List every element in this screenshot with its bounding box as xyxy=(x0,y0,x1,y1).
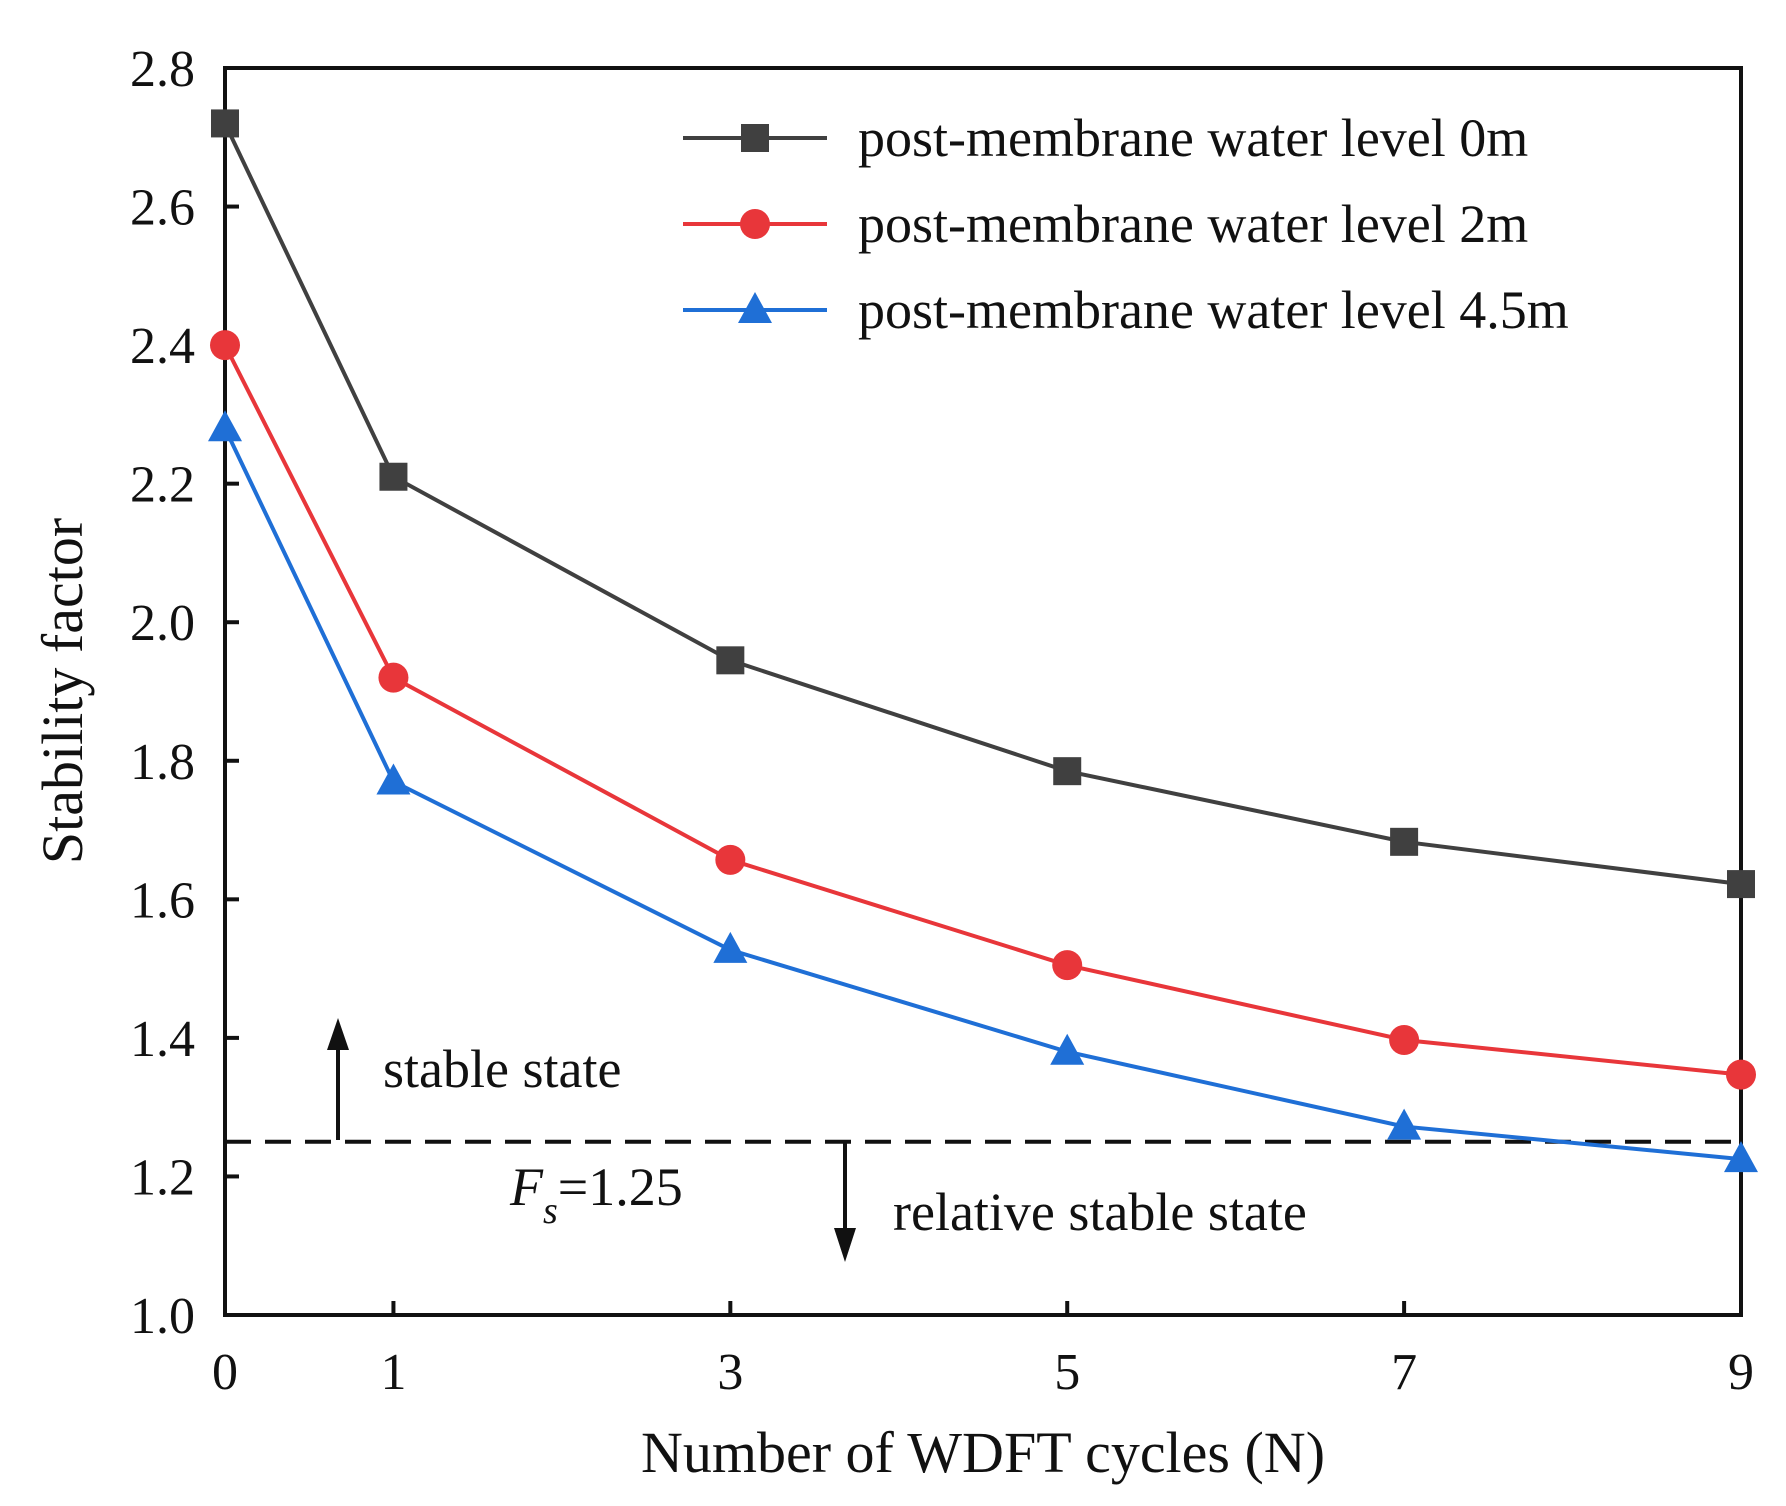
stable-state-label: stable state xyxy=(383,1039,621,1099)
stable-arrow-head xyxy=(327,1018,349,1050)
x-tick-label: 7 xyxy=(1391,1344,1417,1401)
data-point-marker xyxy=(713,931,748,963)
series-line xyxy=(223,344,1742,1077)
x-tick-label: 9 xyxy=(1728,1344,1754,1401)
x-tick-label: 0 xyxy=(212,1344,238,1401)
series-line xyxy=(223,122,1742,887)
data-point-marker xyxy=(378,662,409,693)
threshold-label-subscript: s xyxy=(543,1190,558,1232)
legend: post-membrane water level 0m post-membran… xyxy=(683,108,1569,340)
y-tick-label: 2.0 xyxy=(130,595,195,652)
threshold-annotations: stable state relative stable state Fs=1.… xyxy=(327,1018,1307,1262)
x-axis-ticks: 0 1 3 5 7 9 xyxy=(212,1301,1754,1401)
legend-marker xyxy=(740,209,770,239)
series-line xyxy=(223,427,1742,1162)
y-tick-label: 1.0 xyxy=(130,1288,195,1345)
y-tick-label: 1.6 xyxy=(130,872,195,929)
x-tick-label: 1 xyxy=(380,1344,406,1401)
y-tick-label: 1.2 xyxy=(130,1149,195,1206)
data-point-marker xyxy=(1387,1108,1422,1140)
data-point-marker xyxy=(1724,1141,1758,1173)
legend-label: post-membrane water level 0m xyxy=(858,108,1528,168)
data-point-marker xyxy=(1053,757,1082,786)
legend-label: post-membrane water level 2m xyxy=(858,194,1528,254)
x-tick-label: 5 xyxy=(1054,1344,1080,1401)
series-1 xyxy=(211,109,1755,899)
legend-label: post-membrane water level 4.5m xyxy=(858,280,1569,340)
legend-entry: post-membrane water level 0m xyxy=(683,108,1528,168)
y-tick-label: 2.8 xyxy=(130,41,195,98)
data-point-marker xyxy=(211,109,239,138)
y-axis-ticks: 1.0 1.2 1.4 1.6 1.8 2.0 2.2 2.4 2.6 2.8 xyxy=(130,41,239,1345)
y-tick-label: 2.2 xyxy=(130,457,195,514)
y-tick-label: 1.8 xyxy=(130,734,195,791)
series-layer xyxy=(208,109,1758,1173)
data-point-marker xyxy=(716,646,745,675)
data-point-marker xyxy=(1726,1059,1756,1090)
legend-entry: post-membrane water level 4.5m xyxy=(683,280,1569,340)
data-point-marker xyxy=(715,844,746,875)
plot-frame xyxy=(223,66,1743,1317)
legend-marker xyxy=(738,292,772,323)
data-point-marker xyxy=(1052,950,1083,981)
x-axis-title: Number of WDFT cycles (N) xyxy=(641,1420,1325,1485)
threshold-label: Fs=1.25 xyxy=(509,1157,683,1232)
legend-marker xyxy=(741,124,769,152)
data-point-marker xyxy=(1727,870,1755,899)
relative-stable-state-label: relative stable state xyxy=(893,1182,1307,1242)
data-point-marker xyxy=(210,330,240,361)
threshold-label-symbol: F xyxy=(509,1157,544,1217)
series-2 xyxy=(210,330,1756,1090)
data-point-marker xyxy=(1390,827,1419,856)
data-point-marker xyxy=(379,462,408,491)
y-tick-label: 1.4 xyxy=(130,1011,195,1068)
x-tick-label: 3 xyxy=(717,1344,743,1401)
y-tick-label: 2.6 xyxy=(130,180,195,237)
data-point-marker xyxy=(1389,1024,1420,1055)
data-point-marker xyxy=(376,763,411,795)
relative-stable-arrow-head xyxy=(834,1228,856,1262)
data-point-marker xyxy=(208,410,242,442)
legend-entry: post-membrane water level 2m xyxy=(683,194,1528,254)
y-tick-label: 2.4 xyxy=(130,318,195,375)
y-axis-title: Stability factor xyxy=(30,518,95,864)
threshold-label-value: =1.25 xyxy=(558,1157,683,1217)
data-point-marker xyxy=(1050,1033,1085,1065)
series-3 xyxy=(208,410,1758,1173)
